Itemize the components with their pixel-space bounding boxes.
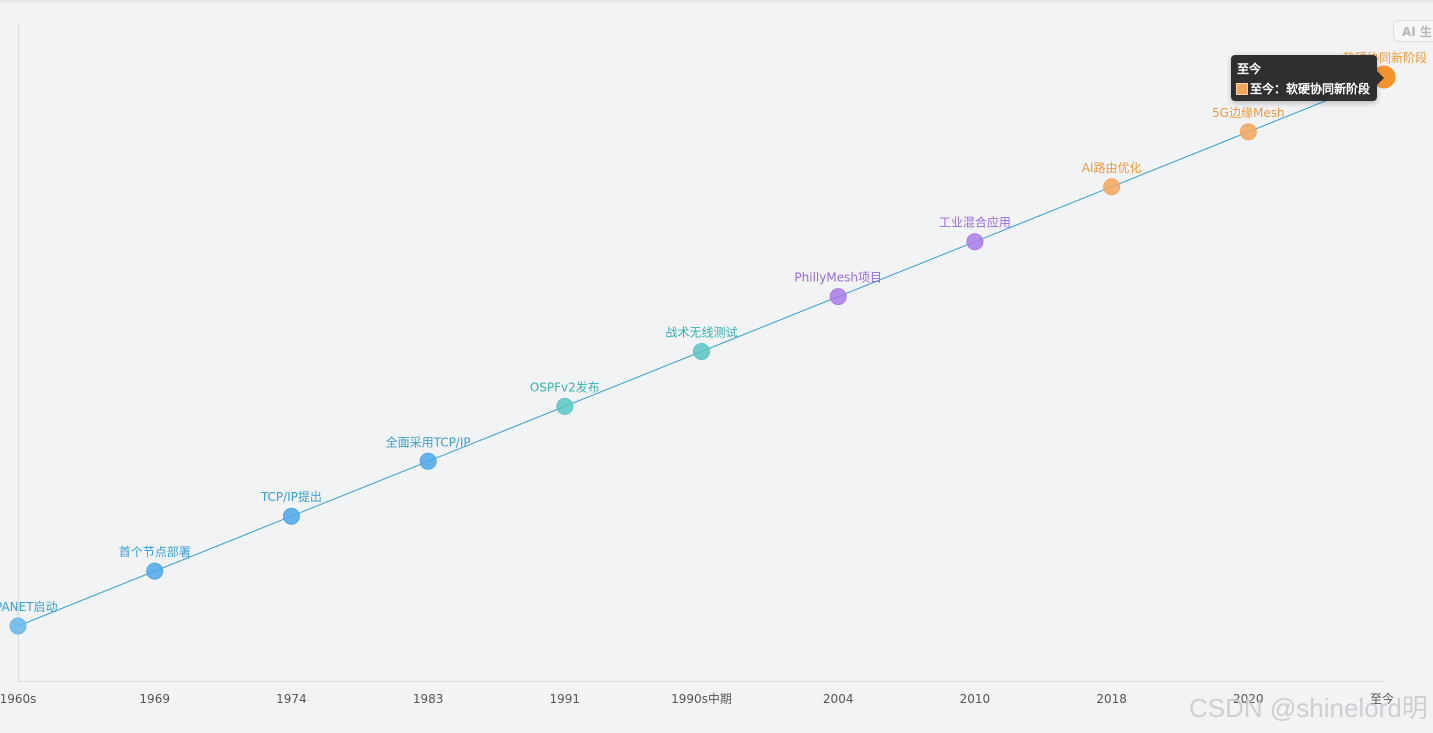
data-point-labels: ARPANET启动 首个节点部署 TCP/IP提出 全面采用TCP/IP OSPFv2发… xyxy=(0,50,1427,614)
x-tick-label: 1983 xyxy=(413,692,444,706)
x-tick-label: 2004 xyxy=(823,692,854,706)
data-point-label: 5G边缘Mesh xyxy=(1212,106,1285,120)
data-point-label: TCP/IP提出 xyxy=(260,489,322,504)
data-point[interactable] xyxy=(829,288,847,306)
x-tick-label: 1990s中期 xyxy=(671,691,732,706)
data-point-label: ARPANET启动 xyxy=(0,600,58,614)
x-tick-label: 1991 xyxy=(550,692,581,706)
x-axis-tick-labels: 1960s 1969 1974 1983 1991 1990s中期 2004 2010 2018… xyxy=(0,691,1394,706)
data-point-label: PhillyMesh项目 xyxy=(794,271,882,285)
data-point-label: OSPFv2发布 xyxy=(530,379,600,394)
data-point[interactable] xyxy=(146,562,164,580)
ai-generate-badge[interactable]: AI 生 xyxy=(1393,20,1433,42)
data-point[interactable] xyxy=(419,452,437,470)
data-point-label: 战术无线测试 xyxy=(665,325,737,340)
top-divider xyxy=(0,0,1433,3)
x-tick-label: 1969 xyxy=(139,692,170,706)
tooltip-series-row: 至今：软硬协同新阶段 xyxy=(1236,80,1370,97)
data-point[interactable] xyxy=(556,397,574,415)
data-point[interactable] xyxy=(966,233,984,251)
tooltip-series-label: 至今：软硬协同新阶段 xyxy=(1250,82,1371,96)
x-tick-label: 1974 xyxy=(276,692,307,706)
data-point[interactable] xyxy=(693,343,710,360)
tooltip-series-swatch xyxy=(1236,82,1248,95)
data-point[interactable] xyxy=(282,507,300,525)
csdn-watermark: CSDN @shinelord明 xyxy=(1189,693,1428,723)
tooltip-arrow xyxy=(1377,71,1384,85)
data-point-label: 首个节点部署 xyxy=(119,544,191,559)
x-tick-label: 2020 xyxy=(1233,692,1264,706)
data-point[interactable] xyxy=(9,617,27,635)
chart-tooltip: 至今 至今：软硬协同新阶段 xyxy=(1231,55,1384,101)
data-point-label: 工业混合应用 xyxy=(939,215,1011,230)
x-tick-label: 2010 xyxy=(960,692,991,706)
x-tick-label: 至今 xyxy=(1370,691,1394,706)
data-points xyxy=(9,65,1396,635)
data-point[interactable] xyxy=(1103,178,1121,196)
tooltip-title: 至今 xyxy=(1237,62,1262,76)
data-point-label: 全面采用TCP/IP xyxy=(386,434,471,449)
x-tick-label: 1960s xyxy=(0,692,36,706)
x-tick-label: 2018 xyxy=(1096,692,1127,706)
data-point[interactable] xyxy=(1239,123,1257,141)
data-point-label: AI路由优化 xyxy=(1082,160,1142,175)
